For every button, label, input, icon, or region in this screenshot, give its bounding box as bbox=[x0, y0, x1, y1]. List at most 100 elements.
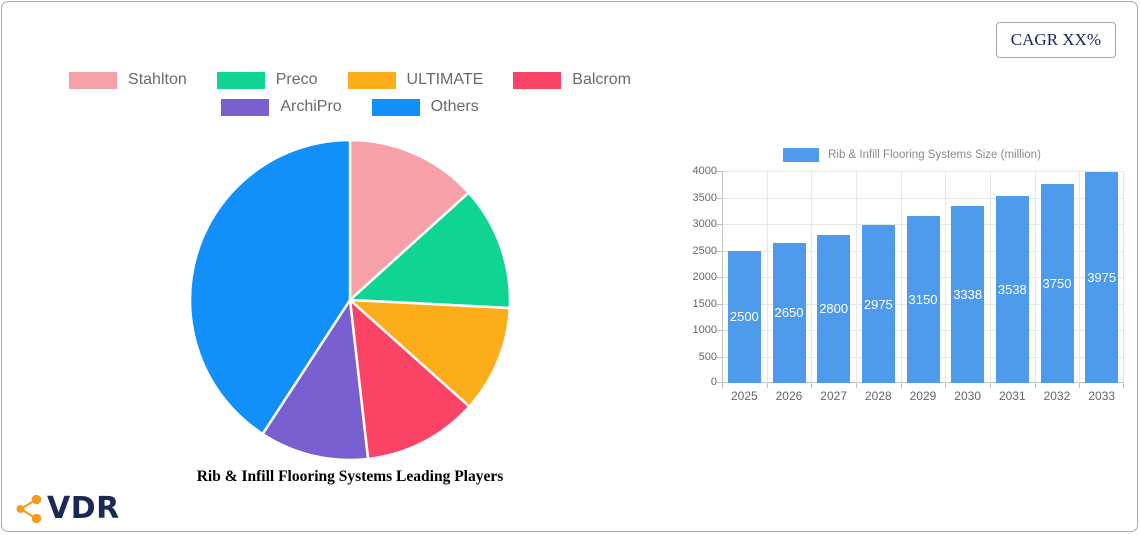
y-tick-mark bbox=[717, 277, 722, 278]
h-gridline bbox=[722, 197, 1124, 199]
bar-value-label: 3750 bbox=[1042, 276, 1072, 292]
y-axis-label: 2000 bbox=[692, 271, 717, 283]
legend-label: Others bbox=[430, 98, 479, 115]
bar-2028: 2975 bbox=[861, 225, 895, 383]
y-tick-mark bbox=[717, 303, 722, 305]
x-tick-mark bbox=[990, 383, 991, 388]
bar-value-label: 3975 bbox=[1087, 270, 1117, 286]
y-axis-label: 3000 bbox=[692, 218, 717, 230]
pie-chart-title: Rib & Infill Flooring Systems Leading Pl… bbox=[196, 468, 504, 485]
v-gridline bbox=[856, 171, 857, 383]
x-axis-label: 2033 bbox=[1088, 389, 1115, 403]
pie-legend-row: Stahlton Preco ULTIMATE Balcrom bbox=[69, 71, 631, 89]
x-tick-mark bbox=[766, 383, 768, 388]
pie-legend-row: ArchiPro Others bbox=[70, 98, 630, 116]
legend-item-others[interactable]: Others bbox=[371, 98, 479, 116]
y-tick-mark bbox=[717, 224, 722, 225]
x-axis-label: 2027 bbox=[820, 389, 847, 403]
vdr-logo: VDR bbox=[14, 492, 120, 526]
pie-slice-balcrom bbox=[348, 298, 471, 461]
y-axis-label: 1000 bbox=[692, 324, 717, 336]
x-tick-mark bbox=[722, 383, 723, 388]
v-gridline bbox=[900, 171, 902, 383]
y-tick-mark bbox=[717, 197, 722, 199]
y-axis-label: 2500 bbox=[692, 244, 717, 257]
bar-plot-area: 2500 2650 2800 2975 3150 3338 3538 3750 3975 bbox=[717, 171, 1124, 388]
y-tick-mark bbox=[717, 250, 722, 252]
bar-y-axis-labels: 0 500 1000 1500 2000 2500 3000 3500 4000 bbox=[686, 165, 717, 388]
x-tick-mark bbox=[1123, 383, 1124, 388]
pie-slice-others bbox=[188, 138, 352, 436]
bar-value-label: 2800 bbox=[819, 301, 849, 317]
y-axis-label: 4000 bbox=[692, 165, 717, 177]
v-gridline bbox=[811, 171, 813, 383]
bar-2029: 3150 bbox=[906, 216, 940, 383]
bar-legend-label: Rib & Infill Flooring Systems Size (mill… bbox=[828, 149, 1041, 161]
legend-item-ultimate[interactable]: ULTIMATE bbox=[347, 71, 483, 89]
pie-chart bbox=[188, 138, 512, 462]
x-axis-label: 2030 bbox=[954, 389, 981, 403]
x-tick-mark bbox=[945, 383, 947, 388]
pie-slice-preco bbox=[348, 191, 512, 310]
legend-item-preco[interactable]: Preco bbox=[216, 71, 318, 89]
bar-legend-swatch bbox=[783, 148, 820, 162]
bar-value-label: 2975 bbox=[863, 296, 893, 312]
legend-item-stahlton[interactable]: Stahlton bbox=[69, 71, 187, 89]
bar-2033: 3975 bbox=[1085, 172, 1119, 383]
y-axis-label: 0 bbox=[710, 376, 717, 388]
x-axis-label: 2028 bbox=[864, 389, 892, 403]
y-tick-mark bbox=[717, 171, 722, 172]
x-tick-mark bbox=[1034, 383, 1036, 388]
h-gridline bbox=[722, 171, 1124, 172]
legend-label: Stahlton bbox=[128, 71, 187, 88]
legend-label: ArchiPro bbox=[280, 98, 342, 115]
bar-x-axis-labels: 2025 2026 2027 2028 2029 2030 2031 2032 2033 bbox=[722, 389, 1124, 405]
x-tick-mark bbox=[900, 383, 902, 388]
bar-value-label: 3150 bbox=[908, 292, 938, 308]
y-tick-mark bbox=[717, 382, 722, 383]
y-axis-line bbox=[722, 171, 723, 383]
y-axis-label: 500 bbox=[698, 350, 717, 363]
x-tick-mark bbox=[856, 383, 857, 388]
legend-swatch bbox=[347, 71, 396, 89]
x-tick-mark bbox=[1079, 383, 1081, 388]
bar-2026: 2650 bbox=[772, 242, 806, 383]
pie-slice-archipro bbox=[261, 298, 370, 462]
legend-swatch bbox=[513, 71, 562, 89]
v-gridline bbox=[1079, 171, 1081, 383]
bar-2025: 2500 bbox=[727, 250, 761, 383]
v-gridline bbox=[766, 171, 768, 383]
bar-value-label: 3338 bbox=[953, 287, 983, 303]
legend-swatch bbox=[216, 71, 265, 89]
share-nodes-icon bbox=[16, 494, 42, 524]
legend-item-balcrom[interactable]: Balcrom bbox=[513, 71, 631, 89]
pie-legend: Stahlton Preco ULTIMATE Balcrom ArchiPro Othe… bbox=[69, 71, 631, 116]
legend-swatch bbox=[221, 98, 270, 116]
legend-label: Balcrom bbox=[572, 71, 631, 88]
bar-value-label: 3538 bbox=[997, 281, 1027, 297]
legend-swatch bbox=[371, 98, 420, 116]
x-axis-label: 2032 bbox=[1043, 389, 1071, 403]
bar-value-label: 2500 bbox=[729, 309, 759, 325]
v-gridline bbox=[1123, 171, 1124, 383]
bar-legend-item[interactable]: Rib & Infill Flooring Systems Size (mill… bbox=[686, 148, 1138, 162]
bar-value-label: 2650 bbox=[774, 305, 804, 321]
legend-item-archipro[interactable]: ArchiPro bbox=[221, 98, 342, 116]
bar-2032: 3750 bbox=[1040, 184, 1074, 383]
bar-2031: 3538 bbox=[995, 195, 1029, 383]
v-gridline bbox=[990, 171, 991, 383]
cagr-badge: CAGR XX% bbox=[995, 22, 1116, 58]
bar-chart-section: Rib & Infill Flooring Systems Size (mill… bbox=[686, 142, 1138, 414]
y-axis-label: 1500 bbox=[692, 297, 717, 310]
y-axis-label: 3500 bbox=[692, 191, 717, 204]
pie-slice-stahlton bbox=[348, 138, 470, 302]
x-axis-label: 2025 bbox=[730, 389, 758, 403]
legend-swatch bbox=[69, 71, 118, 89]
pie-slice-ultimate bbox=[348, 298, 512, 408]
bar-2030: 3338 bbox=[951, 206, 985, 383]
bar-2027: 2800 bbox=[817, 234, 851, 383]
x-tick-mark bbox=[811, 383, 813, 388]
legend-label: Preco bbox=[275, 71, 318, 88]
x-axis-label: 2031 bbox=[998, 389, 1026, 403]
